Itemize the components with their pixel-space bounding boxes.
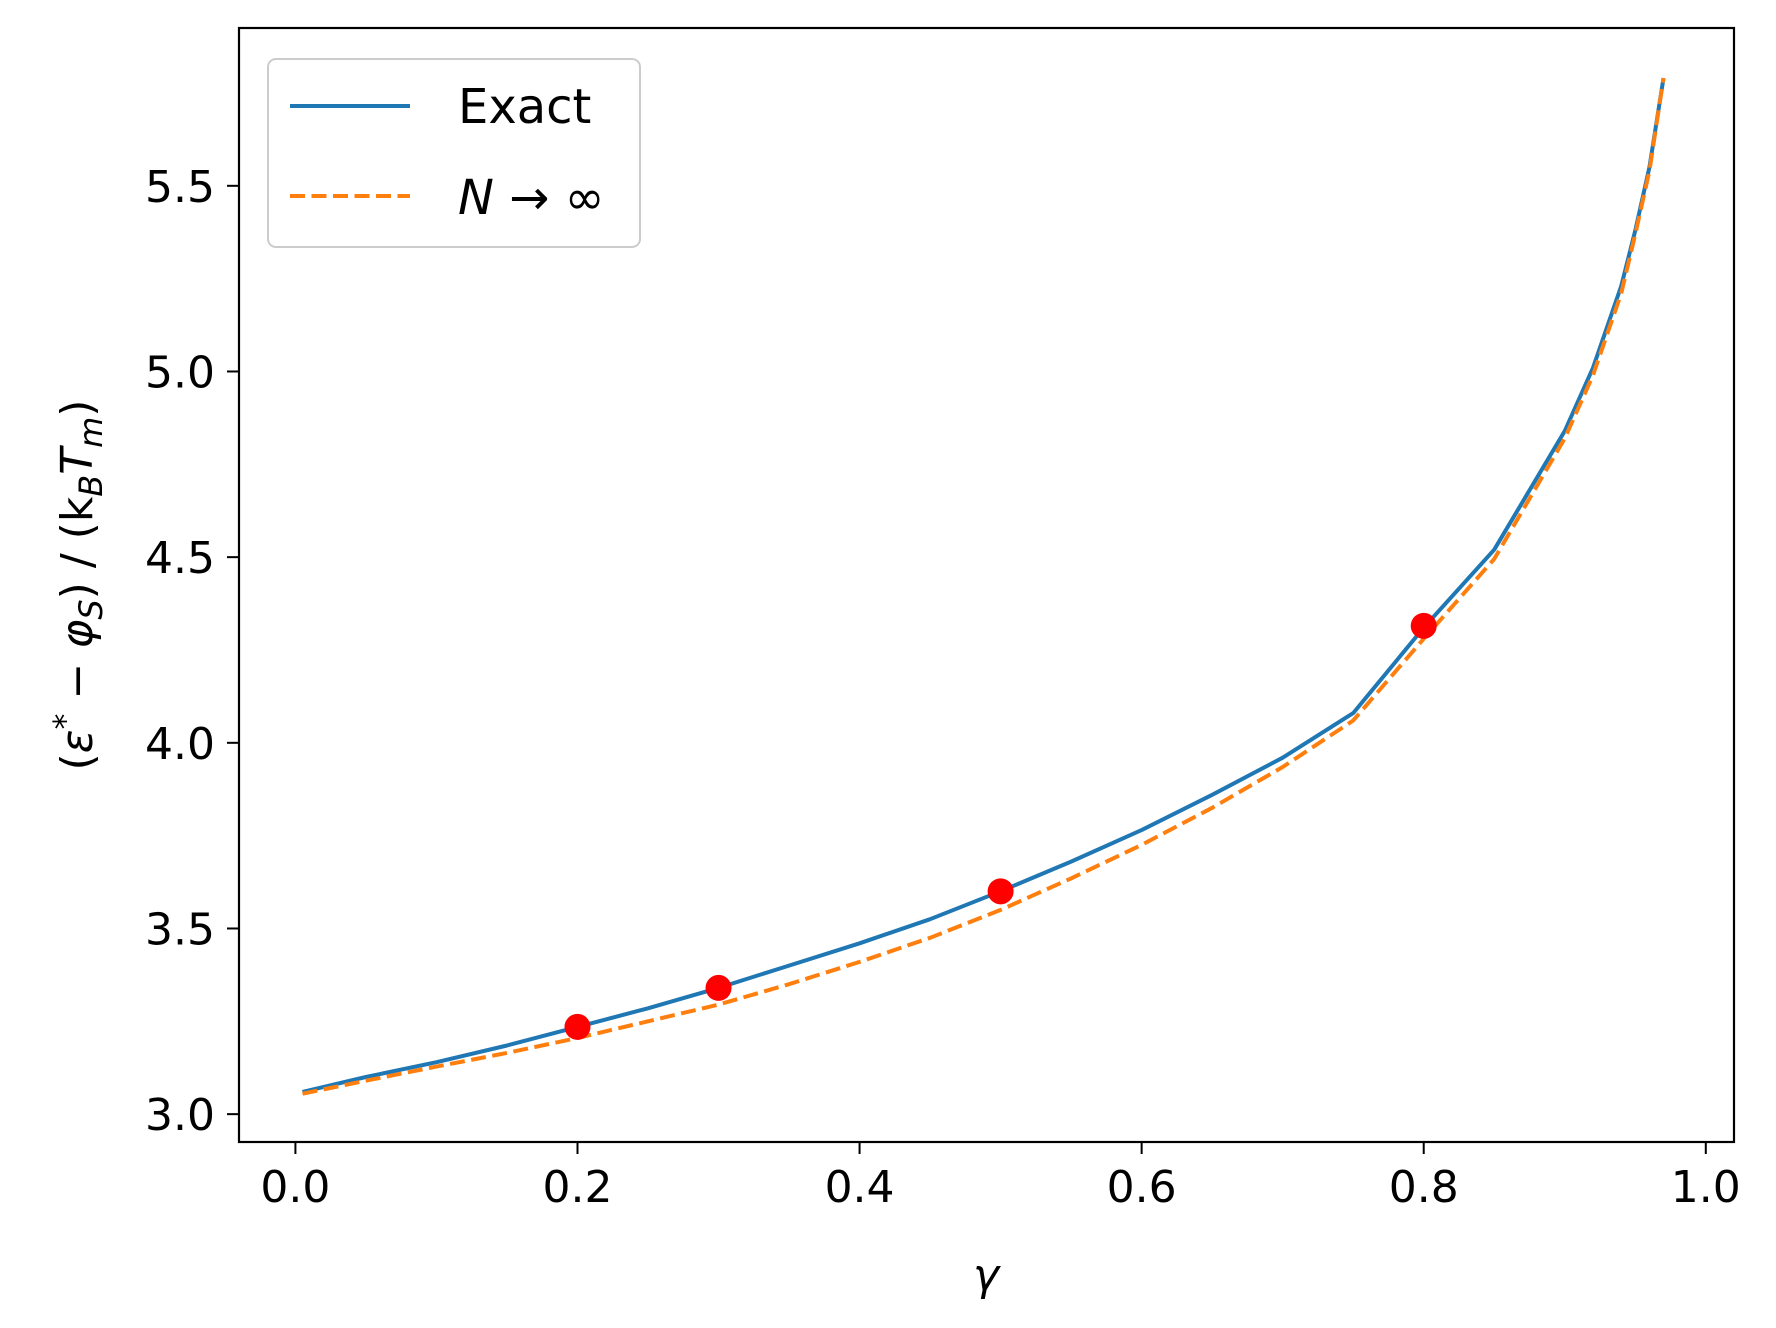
- data-point: [1410, 612, 1437, 639]
- y-tick-label: 3.5: [145, 904, 215, 955]
- data-point: [705, 974, 732, 1001]
- y-tick-label: 5.0: [145, 347, 215, 398]
- y-tick-label: 5.5: [145, 162, 215, 213]
- y-tick-label: 4.5: [145, 533, 215, 584]
- data-point: [564, 1013, 591, 1040]
- x-axis: 0.0 0.2 0.4 0.6 0.8 1.0: [260, 1142, 1741, 1213]
- x-axis-label: γ: [973, 1250, 1001, 1301]
- y-tick-label: 4.0: [145, 719, 215, 770]
- legend-label-n-infinity: N → ∞: [458, 170, 605, 226]
- y-tick-label: 3.0: [145, 1090, 215, 1141]
- series-line-n-infinity: [302, 77, 1666, 1096]
- x-tick-label: 1.0: [1671, 1162, 1741, 1213]
- legend: Exact N → ∞: [267, 58, 641, 248]
- x-tick-label: 0.4: [825, 1162, 895, 1213]
- x-tick-label: 0.6: [1107, 1162, 1177, 1213]
- x-tick-label: 0.8: [1389, 1162, 1459, 1213]
- x-tick-label: 0.2: [542, 1162, 612, 1213]
- x-tick-label: 0.0: [260, 1162, 330, 1213]
- y-axis-label: (ε* − φS) / (kBTm): [46, 400, 110, 771]
- legend-label-exact: Exact: [458, 79, 591, 135]
- y-axis: 3.0 3.5 4.0 4.5 5.0 5.5: [145, 162, 239, 1141]
- plot-area: [302, 77, 1666, 1096]
- plot-frame: [237, 26, 1736, 1144]
- data-point: [987, 878, 1014, 905]
